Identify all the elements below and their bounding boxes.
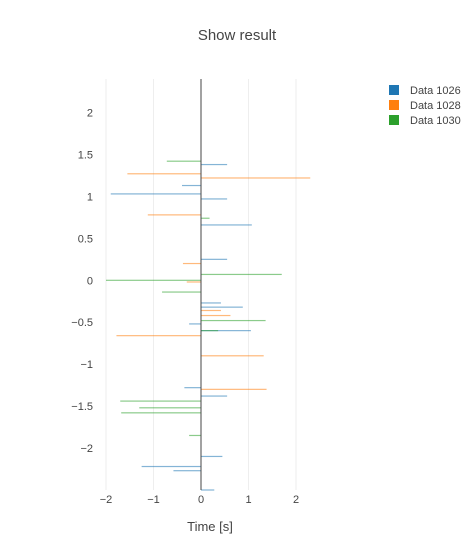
bars-layer (106, 160, 311, 491)
y-tick-label: 2 (87, 108, 93, 120)
bar (201, 217, 210, 219)
bar (106, 279, 201, 281)
y-tick-label: −0.5 (71, 317, 93, 329)
bar (184, 387, 201, 389)
bar (201, 330, 251, 332)
bar (201, 489, 215, 491)
x-tick-label: 1 (245, 494, 251, 506)
bar (186, 281, 201, 283)
bar (201, 455, 223, 458)
bar (162, 291, 201, 293)
y-tick-label: 1 (87, 191, 93, 203)
legend-swatch (389, 100, 399, 110)
bar (201, 177, 311, 179)
bar (201, 302, 221, 304)
y-tick-label: 0.5 (78, 233, 93, 245)
bar (182, 184, 201, 187)
bar (173, 470, 201, 472)
legend-label: Data 1026 (410, 85, 461, 97)
bar (139, 407, 201, 409)
bar (201, 198, 228, 200)
legend-swatch (389, 85, 399, 95)
bar (201, 258, 228, 260)
bar (201, 388, 267, 390)
bar (189, 434, 201, 437)
bar (110, 193, 201, 195)
bar (201, 273, 282, 276)
chart-title: Show result (198, 27, 277, 44)
axis-layer: −2 −1 0 1 2 2 1.5 1 0.5 0 −0.5 −1 −1.5 −2 (71, 79, 299, 506)
y-tick-label: −1.5 (71, 401, 93, 413)
legend-swatch (389, 115, 399, 125)
x-tick-label: 0 (198, 494, 204, 506)
bar (120, 400, 201, 402)
legend[interactable]: Data 1026 Data 1028 Data 1030 (389, 85, 461, 127)
bar (201, 319, 266, 322)
bar (121, 412, 201, 414)
bar (201, 309, 221, 312)
y-tick-label: −1 (80, 359, 93, 371)
bar (116, 335, 201, 337)
grid-layer (105, 79, 297, 490)
bar (201, 355, 264, 357)
y-tick-label: 0 (87, 275, 93, 287)
bar (201, 314, 231, 317)
bar (201, 163, 228, 166)
x-tick-label: 2 (293, 494, 299, 506)
bar (182, 262, 201, 265)
bar (201, 306, 243, 308)
bar (189, 323, 201, 325)
x-tick-label: −2 (100, 494, 113, 506)
y-tick-label: 1.5 (78, 149, 93, 161)
legend-label: Data 1028 (410, 100, 461, 112)
x-axis-title: Time [s] (187, 519, 233, 534)
bar (166, 160, 201, 162)
bar (147, 214, 201, 216)
bar (141, 465, 201, 468)
y-tick-label: −2 (80, 443, 93, 455)
legend-label: Data 1030 (410, 115, 461, 127)
bar (201, 395, 228, 397)
bar (201, 330, 219, 332)
bar (127, 173, 201, 175)
x-tick-label: −1 (147, 494, 160, 506)
bar (201, 224, 252, 226)
